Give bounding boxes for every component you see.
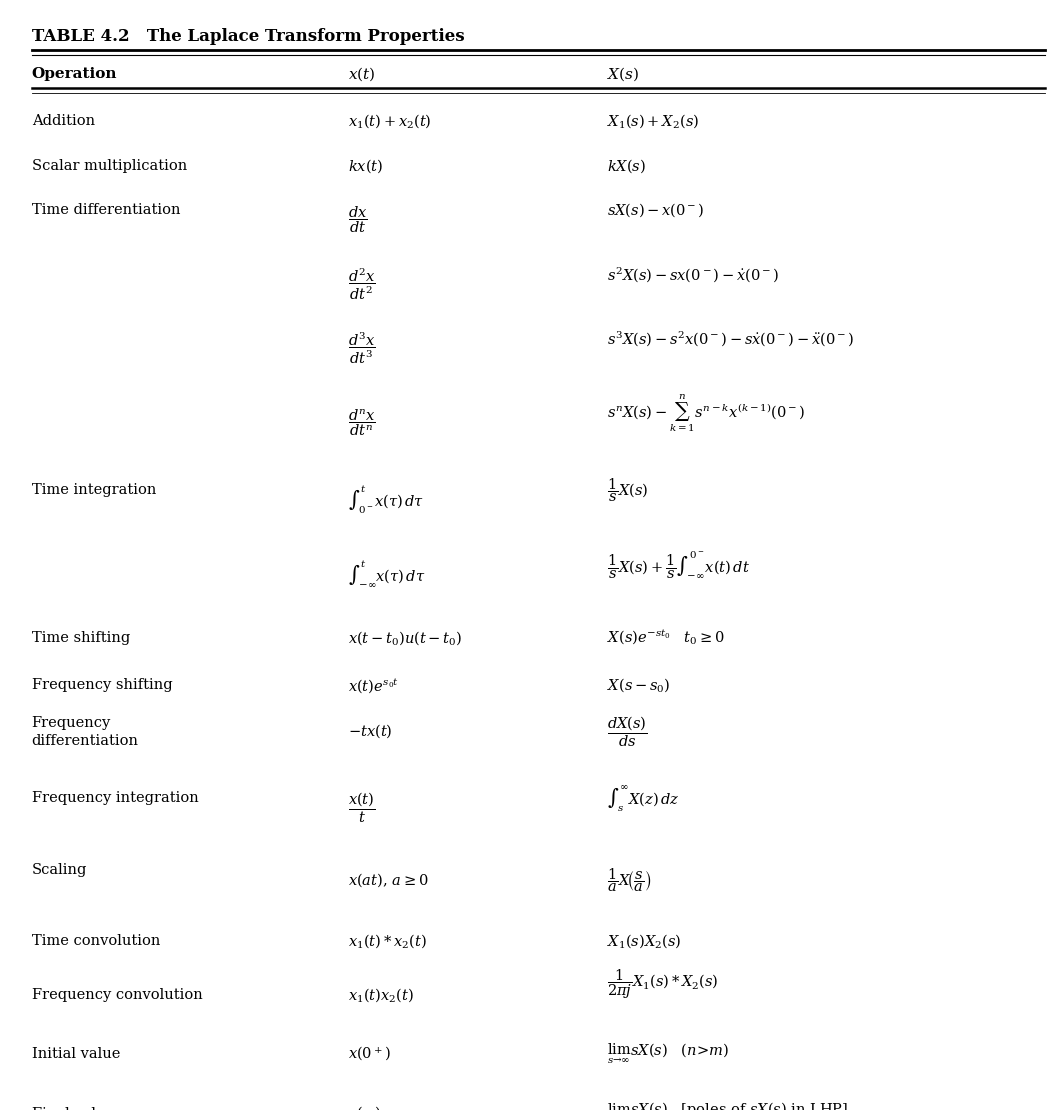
Text: $x_1(t) * x_2(t)$: $x_1(t) * x_2(t)$	[348, 932, 428, 950]
Text: $x(t-t_0)u(t-t_0)$: $x(t-t_0)u(t-t_0)$	[348, 628, 463, 646]
Text: $\dfrac{dx}{dt}$: $\dfrac{dx}{dt}$	[348, 204, 369, 235]
Text: $x(\infty)$: $x(\infty)$	[348, 1104, 381, 1110]
Text: $\dfrac{1}{s}X(s)$: $\dfrac{1}{s}X(s)$	[607, 476, 648, 504]
Text: $\lim_{s \to \infty} sX(s) \quad (n > m)$: $\lim_{s \to \infty} sX(s) \quad (n > m)…	[607, 1042, 729, 1067]
Text: $x(t)e^{s_0t}$: $x(t)e^{s_0t}$	[348, 676, 399, 695]
Text: Scalar multiplication: Scalar multiplication	[32, 159, 187, 173]
Text: $\dfrac{1}{a}X\!\left(\dfrac{s}{a}\right)$: $\dfrac{1}{a}X\!\left(\dfrac{s}{a}\right…	[607, 866, 652, 894]
Text: Scaling: Scaling	[32, 864, 87, 877]
Text: $x(0^+)$: $x(0^+)$	[348, 1045, 392, 1063]
Text: $kx(t)$: $kx(t)$	[348, 158, 383, 175]
Text: Operation: Operation	[32, 68, 117, 81]
Text: $\dfrac{d^2x}{dt^2}$: $\dfrac{d^2x}{dt^2}$	[348, 266, 376, 302]
Text: $x(t)$: $x(t)$	[348, 65, 376, 83]
Text: Frequency integration: Frequency integration	[32, 791, 199, 805]
Text: Final value: Final value	[32, 1107, 114, 1110]
Text: $\lim_{s \to 0} sX(s) \quad \text{[poles of } sX(s) \text{ in LHP]}$: $\lim_{s \to 0} sX(s) \quad \text{[poles…	[607, 1100, 848, 1110]
Text: $\dfrac{1}{s}X(s) + \dfrac{1}{s}\int_{-\infty}^{0^-} x(t)\,dt$: $\dfrac{1}{s}X(s) + \dfrac{1}{s}\int_{-\…	[607, 549, 750, 579]
Text: Time convolution: Time convolution	[32, 935, 161, 948]
Text: $\dfrac{x(t)}{t}$: $\dfrac{x(t)}{t}$	[348, 791, 376, 826]
Text: Frequency shifting: Frequency shifting	[32, 678, 172, 693]
Text: $\int_{-\infty}^{t} x(\tau)\,d\tau$: $\int_{-\infty}^{t} x(\tau)\,d\tau$	[348, 558, 426, 589]
Text: $x(at),\, a \geq 0$: $x(at),\, a \geq 0$	[348, 871, 430, 889]
Text: Frequency convolution: Frequency convolution	[32, 988, 203, 1001]
Text: $s^3X(s) - s^2x(0^-) - s\dot{x}(0^-) - \ddot{x}(0^-)$: $s^3X(s) - s^2x(0^-) - s\dot{x}(0^-) - \…	[607, 330, 854, 349]
Text: $x_1(t) + x_2(t)$: $x_1(t) + x_2(t)$	[348, 112, 432, 130]
Text: TABLE 4.2   The Laplace Transform Properties: TABLE 4.2 The Laplace Transform Properti…	[32, 28, 465, 44]
Text: Time differentiation: Time differentiation	[32, 203, 181, 216]
Text: $\dfrac{d^3x}{dt^3}$: $\dfrac{d^3x}{dt^3}$	[348, 331, 376, 366]
Text: Initial value: Initial value	[32, 1047, 120, 1061]
Text: $\int_{s}^{\infty} X(z)\,dz$: $\int_{s}^{\infty} X(z)\,dz$	[607, 783, 680, 814]
Text: $X(s)e^{-st_0} \quad t_0 \geq 0$: $X(s)e^{-st_0} \quad t_0 \geq 0$	[607, 628, 724, 647]
Text: $\int_{0^-}^{t} x(\tau)\,d\tau$: $\int_{0^-}^{t} x(\tau)\,d\tau$	[348, 484, 425, 516]
Text: Time integration: Time integration	[32, 483, 156, 497]
Text: $\dfrac{d^nx}{dt^n}$: $\dfrac{d^nx}{dt^n}$	[348, 407, 376, 438]
Text: $kX(s)$: $kX(s)$	[607, 158, 646, 175]
Text: Frequency: Frequency	[32, 716, 111, 730]
Text: $x_1(t)x_2(t)$: $x_1(t)x_2(t)$	[348, 986, 414, 1003]
Text: $\dfrac{1}{2\pi j}X_1(s) * X_2(s)$: $\dfrac{1}{2\pi j}X_1(s) * X_2(s)$	[607, 968, 719, 1001]
Text: $s^2X(s) - sx(0^-) - \dot{x}(0^-)$: $s^2X(s) - sx(0^-) - \dot{x}(0^-)$	[607, 264, 779, 284]
Text: $\dfrac{dX(s)}{ds}$: $\dfrac{dX(s)}{ds}$	[607, 714, 648, 748]
Text: $X(s)$: $X(s)$	[607, 65, 640, 83]
Text: differentiation: differentiation	[32, 734, 138, 748]
Text: Addition: Addition	[32, 114, 95, 129]
Text: $X_1(s) + X_2(s)$: $X_1(s) + X_2(s)$	[607, 112, 699, 130]
Text: $-tx(t)$: $-tx(t)$	[348, 723, 393, 740]
Text: $X_1(s)X_2(s)$: $X_1(s)X_2(s)$	[607, 932, 681, 950]
Text: $X(s - s_0)$: $X(s - s_0)$	[607, 676, 671, 694]
Text: $sX(s) - x(0^-)$: $sX(s) - x(0^-)$	[607, 201, 704, 219]
Text: $s^nX(s) - \sum_{k=1}^{n} s^{n-k}x^{(k-1)}(0^-)$: $s^nX(s) - \sum_{k=1}^{n} s^{n-k}x^{(k-1…	[607, 392, 806, 434]
Text: Time shifting: Time shifting	[32, 630, 130, 645]
